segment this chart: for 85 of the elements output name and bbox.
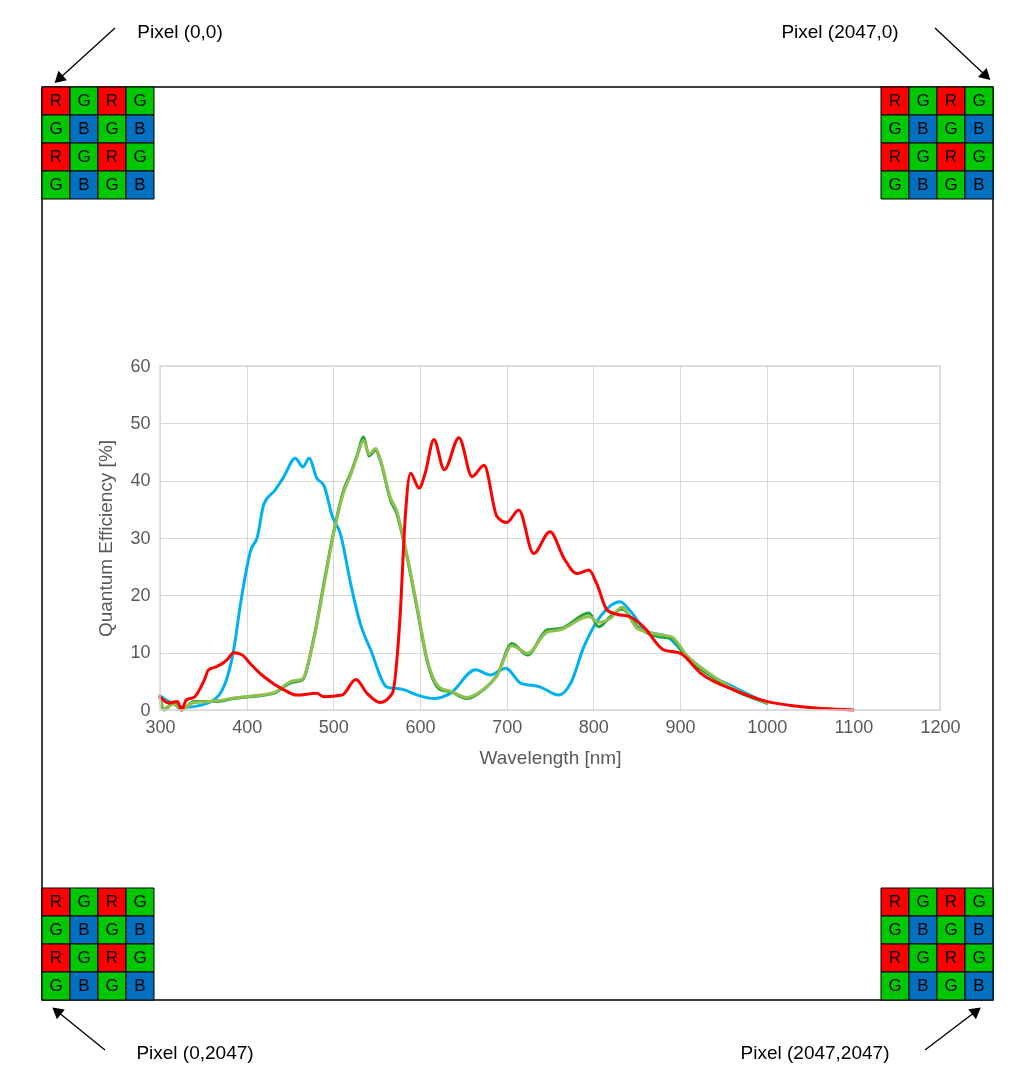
- text: B: [917, 976, 929, 995]
- text: G: [916, 91, 930, 110]
- text: G: [944, 119, 958, 138]
- text: G: [105, 175, 119, 194]
- y-tick-label: 20: [130, 584, 151, 605]
- text: G: [105, 119, 119, 138]
- text: G: [49, 976, 63, 995]
- y-tick-label: 10: [130, 642, 151, 663]
- text: G: [133, 147, 147, 166]
- text: R: [105, 147, 119, 166]
- text: G: [49, 920, 63, 939]
- text: G: [972, 948, 986, 967]
- x-tick-label: 500: [318, 716, 349, 737]
- text: R: [944, 948, 958, 967]
- x-tick-label: 400: [232, 716, 263, 737]
- text: G: [888, 976, 902, 995]
- x-tick-label: 700: [492, 716, 523, 737]
- y-tick-label: 60: [130, 355, 151, 376]
- text: G: [133, 948, 147, 967]
- text: G: [49, 119, 63, 138]
- text: B: [917, 175, 929, 194]
- text: R: [944, 147, 958, 166]
- text: G: [133, 91, 147, 110]
- text: B: [134, 119, 146, 138]
- text: Pixel (0,0): [137, 21, 223, 42]
- y-tick-label: 50: [130, 412, 151, 433]
- text: G: [944, 175, 958, 194]
- text: R: [105, 892, 119, 911]
- x-axis-title: Wavelength [nm]: [479, 746, 622, 768]
- text: G: [972, 892, 986, 911]
- x-tick-label: 1000: [747, 716, 788, 737]
- x-tick-label: 600: [405, 716, 436, 737]
- text: G: [972, 91, 986, 110]
- text: B: [973, 976, 985, 995]
- text: G: [916, 892, 930, 911]
- text: G: [77, 948, 91, 967]
- text: B: [917, 920, 929, 939]
- text: G: [888, 119, 902, 138]
- y-axis-title: Quantum Efficiency [%]: [95, 439, 117, 638]
- x-tick-label: 900: [665, 716, 696, 737]
- text: G: [105, 920, 119, 939]
- text: G: [77, 892, 91, 911]
- text: G: [49, 175, 63, 194]
- text: R: [49, 892, 63, 911]
- text: B: [78, 976, 90, 995]
- text: B: [973, 119, 985, 138]
- text: G: [888, 920, 902, 939]
- text: G: [888, 175, 902, 194]
- text: Pixel (2047,2047): [740, 1042, 890, 1063]
- text: B: [134, 175, 146, 194]
- text: B: [917, 119, 929, 138]
- y-tick-label: 30: [130, 527, 151, 548]
- text: R: [888, 147, 902, 166]
- text: B: [78, 175, 90, 194]
- text: R: [105, 948, 119, 967]
- text: G: [916, 948, 930, 967]
- text: B: [78, 119, 90, 138]
- text: B: [973, 920, 985, 939]
- text: G: [77, 147, 91, 166]
- text: R: [888, 892, 902, 911]
- text: B: [78, 920, 90, 939]
- y-tick-label: 40: [130, 470, 151, 491]
- x-tick-label: 800: [578, 716, 609, 737]
- x-tick-label: 1100: [834, 716, 874, 737]
- text: G: [916, 147, 930, 166]
- text: G: [944, 920, 958, 939]
- text: R: [105, 91, 119, 110]
- text: R: [888, 91, 902, 110]
- text: G: [105, 976, 119, 995]
- text: R: [49, 147, 63, 166]
- text: B: [973, 175, 985, 194]
- text: G: [944, 976, 958, 995]
- text: R: [888, 948, 902, 967]
- text: R: [944, 892, 958, 911]
- text: G: [972, 147, 986, 166]
- text: B: [134, 976, 146, 995]
- text: R: [944, 91, 958, 110]
- text: Pixel (0,2047): [136, 1042, 254, 1063]
- text: G: [133, 892, 147, 911]
- x-tick-label: 1200: [920, 716, 961, 737]
- text: G: [77, 91, 91, 110]
- text: Pixel (2047,0): [781, 21, 899, 42]
- text: B: [134, 920, 146, 939]
- text: R: [49, 948, 63, 967]
- text: R: [49, 91, 63, 110]
